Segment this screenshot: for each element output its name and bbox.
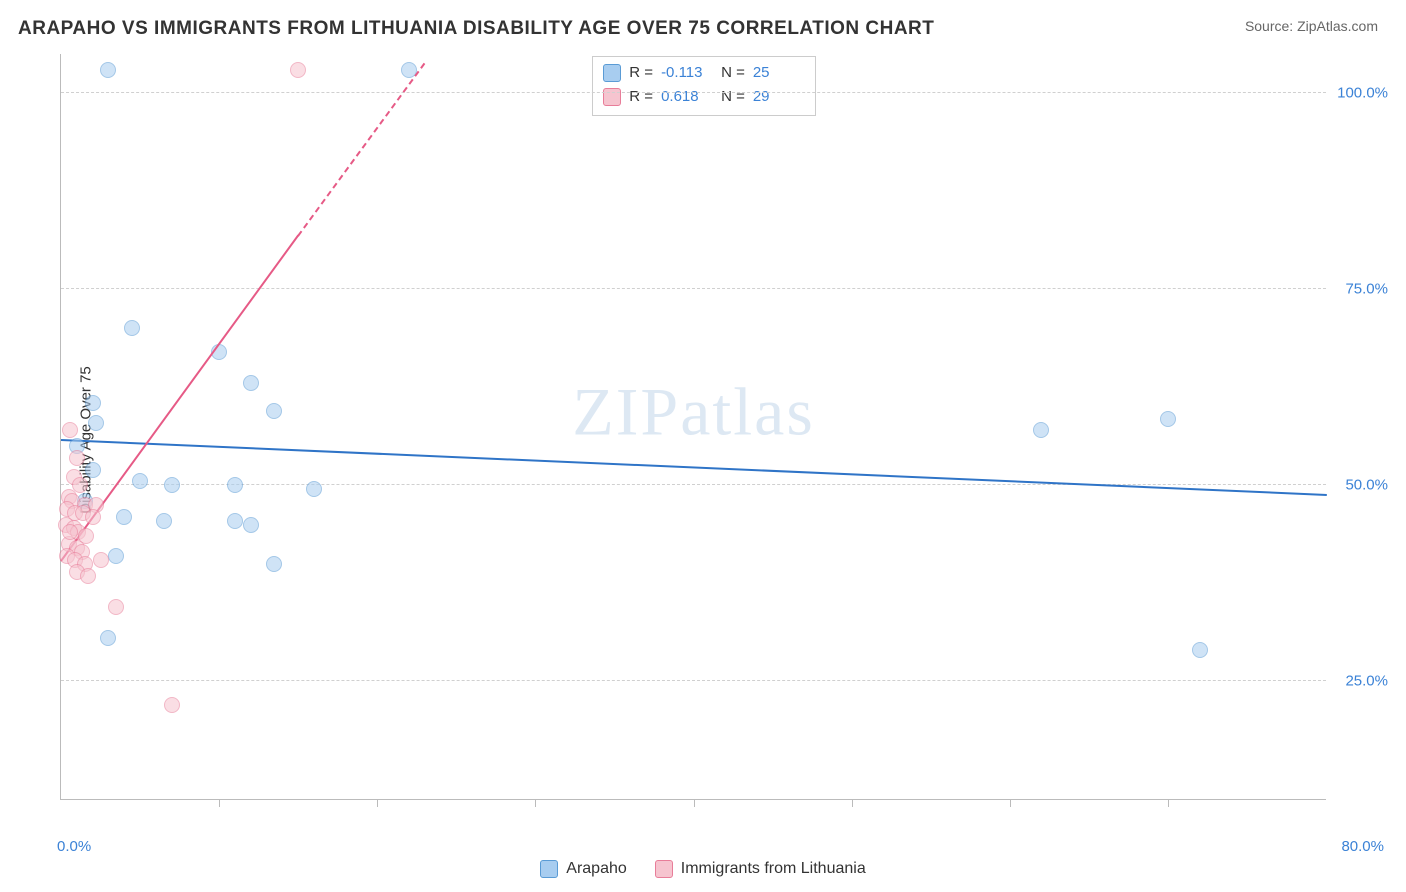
stats-row-arapaho: R = -0.113 N = 25 <box>603 61 805 85</box>
data-point-arapaho <box>1192 642 1208 658</box>
legend-label: Immigrants from Lithuania <box>681 860 866 878</box>
y-tick-label: 100.0% <box>1337 85 1388 102</box>
stats-row-lithuania: R = 0.618 N = 29 <box>603 85 805 109</box>
r-label: R = <box>629 85 653 109</box>
data-point-arapaho <box>116 509 132 525</box>
x-tick <box>219 799 220 807</box>
data-point-arapaho <box>85 395 101 411</box>
y-tick-label: 25.0% <box>1345 673 1388 690</box>
chart-container: Disability Age Over 75 ZIPatlas R =-0.11… <box>18 48 1396 832</box>
source-prefix: Source: <box>1245 18 1297 34</box>
data-point-lithuania <box>85 509 101 525</box>
trend-line <box>298 62 426 236</box>
x-tick <box>1010 799 1011 807</box>
data-point-arapaho <box>156 513 172 529</box>
data-point-arapaho <box>266 556 282 572</box>
data-point-arapaho <box>124 320 140 336</box>
n-value: 29 <box>753 85 805 109</box>
r-value: 0.618 <box>661 85 713 109</box>
x-tick <box>694 799 695 807</box>
chart-title: ARAPAHO VS IMMIGRANTS FROM LITHUANIA DIS… <box>18 18 934 40</box>
legend-swatch <box>603 64 621 82</box>
data-point-arapaho <box>243 375 259 391</box>
data-point-arapaho <box>243 517 259 533</box>
data-point-arapaho <box>85 462 101 478</box>
watermark: ZIPatlas <box>572 372 815 451</box>
data-point-arapaho <box>1160 411 1176 427</box>
data-point-arapaho <box>100 630 116 646</box>
r-value: -0.113 <box>661 61 713 85</box>
x-min-label: 0.0% <box>57 838 91 855</box>
data-point-lithuania <box>62 422 78 438</box>
data-point-lithuania <box>62 524 78 540</box>
x-tick <box>377 799 378 807</box>
data-point-arapaho <box>306 481 322 497</box>
y-tick-label: 50.0% <box>1345 477 1388 494</box>
legend-swatch <box>540 860 558 878</box>
x-tick <box>852 799 853 807</box>
gridline <box>61 92 1326 93</box>
data-point-arapaho <box>108 548 124 564</box>
x-tick <box>1168 799 1169 807</box>
data-point-arapaho <box>132 473 148 489</box>
data-point-lithuania <box>69 450 85 466</box>
stats-legend-box: R = -0.113 N = 25 R = 0.618 N = 29 <box>592 56 816 116</box>
plot-area: ZIPatlas R =-0.113N =25R =0.618N =29 25.… <box>60 54 1326 800</box>
data-point-lithuania <box>108 599 124 615</box>
n-value: 25 <box>753 61 805 85</box>
data-point-arapaho <box>266 403 282 419</box>
bottom-legend: Arapaho Immigrants from Lithuania <box>0 860 1406 878</box>
legend-swatch <box>655 860 673 878</box>
data-point-lithuania <box>80 568 96 584</box>
data-point-lithuania <box>290 62 306 78</box>
n-label: N = <box>721 61 745 85</box>
x-max-label: 80.0% <box>1341 838 1384 855</box>
r-label: R = <box>629 61 653 85</box>
legend-item-arapaho: Arapaho <box>540 860 627 878</box>
legend-label: Arapaho <box>566 860 627 878</box>
trend-line <box>61 439 1327 496</box>
source-label: Source: ZipAtlas.com <box>1245 18 1378 34</box>
data-point-arapaho <box>100 62 116 78</box>
gridline <box>61 288 1326 289</box>
legend-swatch <box>603 88 621 106</box>
data-point-arapaho <box>164 477 180 493</box>
data-point-arapaho <box>227 477 243 493</box>
y-tick-label: 75.0% <box>1345 281 1388 298</box>
data-point-arapaho <box>227 513 243 529</box>
x-tick <box>535 799 536 807</box>
n-label: N = <box>721 85 745 109</box>
source-name: ZipAtlas.com <box>1297 18 1378 34</box>
legend-item-lithuania: Immigrants from Lithuania <box>655 860 866 878</box>
gridline <box>61 680 1326 681</box>
data-point-arapaho <box>88 415 104 431</box>
data-point-lithuania <box>93 552 109 568</box>
data-point-lithuania <box>164 697 180 713</box>
data-point-arapaho <box>1033 422 1049 438</box>
